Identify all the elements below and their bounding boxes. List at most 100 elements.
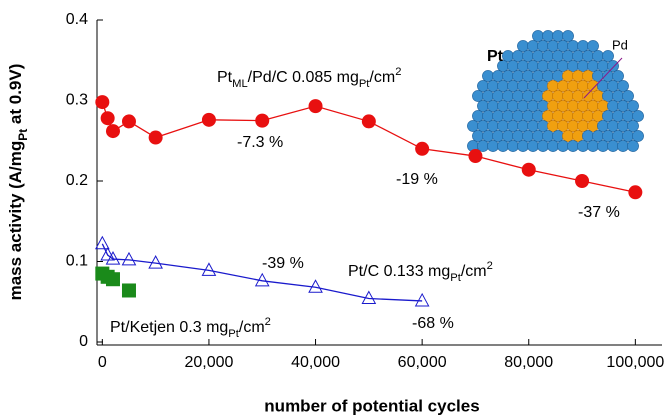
inset-sphere bbox=[562, 70, 573, 81]
data-point bbox=[122, 114, 136, 128]
inset-sphere bbox=[502, 70, 513, 81]
inset-sphere bbox=[507, 60, 518, 71]
inset-sphere bbox=[607, 80, 618, 91]
data-point bbox=[106, 272, 120, 286]
inset-sphere bbox=[552, 90, 563, 101]
inset-sphere bbox=[512, 90, 523, 101]
inset-sphere bbox=[557, 120, 568, 131]
inset-sphere bbox=[607, 120, 618, 131]
inset-sphere bbox=[547, 100, 558, 111]
data-point bbox=[416, 294, 429, 306]
inset-sphere bbox=[487, 100, 498, 111]
label-part: 2 bbox=[395, 66, 401, 78]
inset-sphere bbox=[577, 80, 588, 91]
y-tick-label: 0.2 bbox=[66, 172, 88, 189]
inset-sphere bbox=[472, 130, 483, 141]
data-point bbox=[575, 174, 589, 188]
inset-sphere bbox=[587, 140, 598, 151]
inset-sphere bbox=[567, 100, 578, 111]
inset-sphere bbox=[532, 110, 543, 121]
inset-sphere bbox=[497, 140, 508, 151]
label-part: at 0.9V) bbox=[6, 64, 25, 129]
inset-sphere bbox=[547, 120, 558, 131]
inset-label: Pt bbox=[487, 48, 504, 65]
y-tick-label: 0.3 bbox=[66, 92, 88, 109]
inset-sphere bbox=[527, 120, 538, 131]
inset-sphere bbox=[482, 90, 493, 101]
inset-sphere bbox=[577, 120, 588, 131]
data-point bbox=[362, 114, 376, 128]
inset-sphere bbox=[577, 100, 588, 111]
inset-sphere bbox=[497, 120, 508, 131]
label-part: Pt/Ketjen 0.3 mg bbox=[110, 319, 228, 336]
inset-sphere bbox=[562, 30, 573, 41]
inset-sphere bbox=[582, 110, 593, 121]
series-label: Pt/Ketjen 0.3 mgPt/cm2 bbox=[110, 316, 271, 340]
data-point bbox=[468, 149, 482, 163]
inset-sphere bbox=[607, 60, 618, 71]
inset-sphere bbox=[562, 110, 573, 121]
label-part: 2 bbox=[265, 316, 271, 328]
inset-sphere bbox=[527, 80, 538, 91]
inset-sphere bbox=[592, 50, 603, 61]
inset-sphere bbox=[597, 100, 608, 111]
inset-illustration: Pt Pd bbox=[467, 30, 643, 151]
inset-sphere bbox=[587, 40, 598, 51]
inset-sphere bbox=[572, 110, 583, 121]
inset-sphere bbox=[472, 90, 483, 101]
inset-sphere bbox=[482, 70, 493, 81]
inset-sphere bbox=[477, 140, 488, 151]
inset-sphere bbox=[477, 120, 488, 131]
data-point bbox=[122, 253, 135, 265]
inset-sphere bbox=[562, 50, 573, 61]
inset-sphere bbox=[537, 120, 548, 131]
series-label: Pt/C 0.133 mgPt/cm2 bbox=[348, 260, 493, 284]
data-point bbox=[106, 124, 120, 138]
inset-sphere bbox=[507, 80, 518, 91]
inset-sphere bbox=[532, 70, 543, 81]
inset-sphere bbox=[587, 80, 598, 91]
inset-sphere bbox=[587, 100, 598, 111]
inset-sphere bbox=[582, 130, 593, 141]
inset-sphere bbox=[497, 100, 508, 111]
inset-sphere bbox=[587, 60, 598, 71]
y-tick-label: 0 bbox=[79, 333, 88, 350]
inset-sphere bbox=[552, 70, 563, 81]
inset-sphere bbox=[562, 130, 573, 141]
inset-sphere bbox=[592, 70, 603, 81]
inset-sphere bbox=[497, 80, 508, 91]
data-point bbox=[202, 113, 216, 127]
data-point bbox=[95, 95, 109, 109]
inset-sphere bbox=[602, 110, 613, 121]
inset-sphere bbox=[552, 110, 563, 121]
inset-sphere bbox=[597, 60, 608, 71]
inset-sphere bbox=[482, 130, 493, 141]
inset-sphere bbox=[567, 60, 578, 71]
inset-sphere bbox=[537, 40, 548, 51]
inset-sphere bbox=[507, 140, 518, 151]
inset-label: Pd bbox=[612, 37, 628, 52]
inset-sphere bbox=[487, 120, 498, 131]
inset-sphere bbox=[547, 80, 558, 91]
series-label: PtML/Pd/C 0.085 mgPt/cm2 bbox=[217, 66, 401, 90]
x-axis-title: number of potential cycles bbox=[264, 396, 479, 415]
inset-sphere bbox=[492, 70, 503, 81]
inset-sphere bbox=[552, 50, 563, 61]
inset-sphere bbox=[572, 130, 583, 141]
data-point bbox=[96, 237, 109, 249]
inset-sphere bbox=[532, 90, 543, 101]
x-tick-label: 20,000 bbox=[184, 354, 233, 371]
inset-sphere bbox=[577, 40, 588, 51]
inset-sphere bbox=[512, 110, 523, 121]
inset-sphere bbox=[532, 30, 543, 41]
label-part: /cm bbox=[369, 69, 395, 86]
x-tick-label: 80,000 bbox=[504, 354, 553, 371]
x-tick-label: 0 bbox=[98, 354, 107, 371]
data-point bbox=[628, 185, 642, 199]
inset-sphere bbox=[527, 100, 538, 111]
inset-sphere bbox=[582, 70, 593, 81]
inset-sphere bbox=[577, 60, 588, 71]
inset-sphere bbox=[557, 140, 568, 151]
inset-sphere bbox=[542, 50, 553, 61]
inset-sphere bbox=[552, 30, 563, 41]
